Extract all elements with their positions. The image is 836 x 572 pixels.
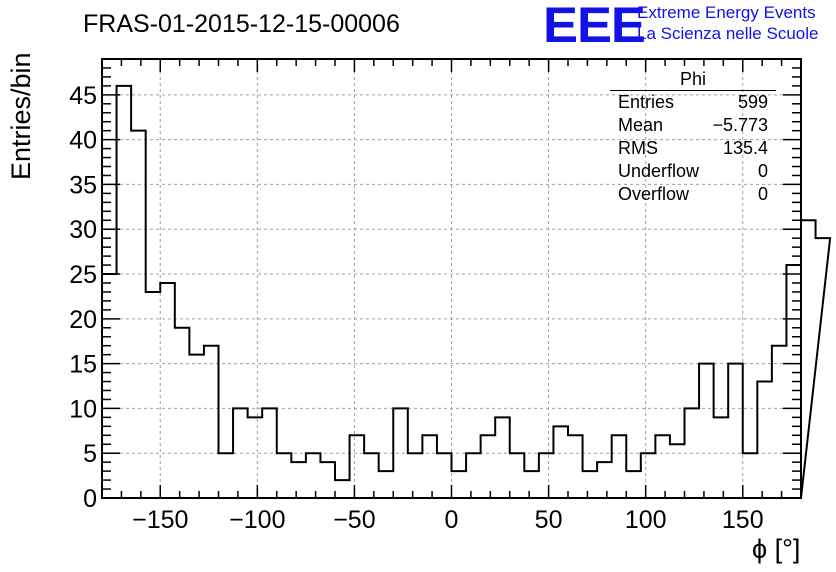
histogram-bin — [437, 453, 452, 498]
stats-label: RMS — [618, 138, 658, 158]
stats-row-rms: RMS 135.4 — [610, 137, 776, 160]
stats-value: 0 — [757, 161, 768, 181]
histogram-bin — [655, 435, 670, 498]
stats-row-mean: Mean −5.773 — [610, 114, 776, 137]
y-tick-label: 0 — [83, 485, 97, 513]
stats-title: Phi — [610, 68, 776, 91]
x-axis-label: ϕ [°] — [752, 534, 801, 564]
histogram-bin — [466, 453, 481, 498]
histogram-bin — [641, 453, 656, 498]
chart-title: FRAS-01-2015-12-15-00006 — [83, 10, 400, 38]
histogram-bin — [495, 417, 510, 498]
histogram-bin — [131, 131, 146, 498]
histogram-bin — [597, 462, 612, 498]
stats-label: Entries — [618, 92, 675, 112]
histogram-bin — [612, 435, 627, 498]
histogram-bin — [102, 274, 117, 498]
stats-row-entries: Entries 599 — [610, 91, 776, 114]
axis-ticks — [101, 58, 802, 499]
y-tick-label: 10 — [69, 395, 97, 423]
histogram-bin — [320, 462, 335, 498]
stats-box: Phi Entries 599 Mean −5.773 RMS 135.4 Un… — [610, 68, 776, 206]
eee-logo: EEE — [543, 0, 646, 53]
y-tick-label: 45 — [69, 82, 97, 110]
histogram-bin — [117, 86, 132, 498]
histogram-bin — [189, 355, 204, 498]
histogram-bin — [160, 283, 175, 498]
stats-row-overflow: Overflow 0 — [610, 183, 776, 206]
y-tick-label: 35 — [69, 171, 97, 199]
y-axis-label: Entries/bin — [6, 52, 36, 180]
histogram-outline — [101, 84, 832, 499]
y-tick-label: 20 — [69, 306, 97, 334]
histogram-bin — [539, 453, 554, 498]
histogram-bin — [350, 435, 365, 498]
x-tick-label: 50 — [535, 506, 563, 534]
histogram-bin — [291, 462, 306, 498]
stats-row-underflow: Underflow 0 — [610, 160, 776, 183]
x-tick-label: −50 — [333, 506, 375, 534]
histogram-bin — [524, 471, 539, 498]
stats-value: −5.773 — [712, 115, 768, 135]
y-tick-label: 25 — [69, 261, 97, 289]
x-tick-label: 0 — [445, 506, 459, 534]
x-tick-label: −150 — [132, 506, 188, 534]
histogram-bin — [422, 435, 437, 498]
histogram-bin — [481, 435, 496, 498]
histogram-bin — [204, 346, 219, 498]
histogram-bin — [408, 453, 423, 498]
histogram-bin — [568, 435, 583, 498]
histogram-bin — [452, 471, 467, 498]
histogram-bin — [510, 453, 525, 498]
histogram-bin — [364, 453, 379, 498]
histogram-bin — [219, 453, 234, 498]
y-tick-label: 15 — [69, 351, 97, 379]
stats-value: 0 — [757, 184, 768, 204]
histogram-bin — [248, 417, 263, 498]
histogram-bin — [728, 364, 743, 498]
stats-value: 135.4 — [722, 138, 768, 158]
histogram-bin — [306, 453, 321, 498]
histogram-bin — [757, 382, 772, 498]
histogram-bin — [816, 238, 831, 498]
logo-line-2: La Scienza nelle Scuole — [637, 24, 819, 43]
histogram-bin — [335, 480, 350, 498]
x-tick-label: −100 — [229, 506, 285, 534]
histogram-bin — [175, 328, 190, 498]
stats-label: Underflow — [618, 161, 700, 181]
logo-line-1: Extreme Energy Events — [637, 3, 816, 22]
y-tick-labels: 0 5 10 15 20 25 30 35 40 45 — [69, 82, 97, 513]
histogram-bin — [714, 417, 729, 498]
histogram-bin — [801, 220, 816, 498]
stats-value: 599 — [737, 92, 768, 112]
histogram-bin — [699, 364, 714, 498]
histogram-bin — [743, 453, 758, 498]
stats-label: Overflow — [618, 184, 690, 204]
histogram-bin — [626, 471, 641, 498]
y-tick-label: 40 — [69, 127, 97, 155]
x-tick-label: 100 — [625, 506, 667, 534]
histogram-bin — [583, 471, 598, 498]
x-tick-label: 150 — [722, 506, 764, 534]
y-tick-label: 30 — [69, 216, 97, 244]
histogram-bin — [379, 471, 394, 498]
stats-label: Mean — [618, 115, 664, 135]
histogram-bin — [146, 292, 161, 498]
histogram-bin — [670, 444, 685, 498]
histogram-bin — [772, 346, 787, 498]
histogram-bin — [393, 408, 408, 498]
y-tick-label: 5 — [83, 440, 97, 468]
x-tick-labels: −150 −100 −50 0 50 100 150 — [132, 506, 764, 534]
histogram-bin — [277, 453, 292, 498]
histogram-bin — [553, 426, 568, 498]
